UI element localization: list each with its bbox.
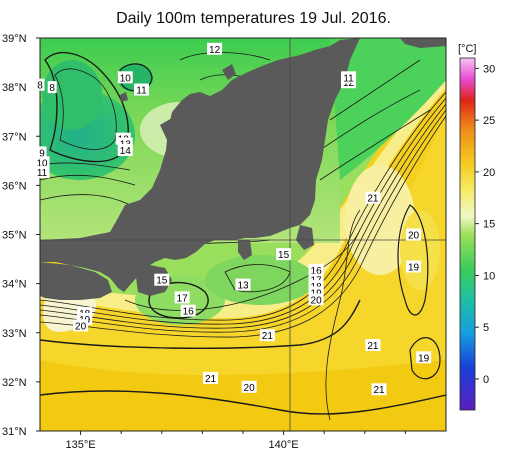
contour-label: 10 [34, 156, 50, 169]
lat-label: 38°N [2, 82, 27, 94]
lat-label: 33°N [2, 328, 27, 340]
contour-label: 21 [259, 329, 275, 342]
contour-label: 21 [365, 191, 381, 205]
svg-text:20: 20 [311, 295, 323, 306]
izu-peninsula [238, 240, 252, 260]
boso-peninsula [296, 225, 314, 250]
svg-text:19: 19 [418, 353, 430, 364]
svg-text:17: 17 [177, 293, 189, 304]
svg-text:19: 19 [408, 262, 420, 273]
graticule [40, 38, 446, 431]
honshu [40, 38, 360, 292]
svg-text:21: 21 [367, 194, 379, 205]
contour-label: 20 [73, 319, 89, 332]
contour-label: 16 [180, 304, 196, 318]
colorbar-tick-label: 15 [483, 219, 495, 231]
contour-label: 8 [47, 81, 57, 94]
hokkaido-tip [400, 38, 446, 48]
svg-text:12: 12 [343, 78, 355, 89]
contour-label: 15 [276, 248, 292, 261]
contour-label: 21 [365, 339, 381, 352]
svg-text:21: 21 [373, 385, 385, 396]
sado-island [222, 64, 236, 80]
contour-label: 20 [308, 293, 324, 306]
lat-label: 32°N [2, 377, 27, 389]
svg-text:11: 11 [136, 86, 147, 97]
svg-text:8: 8 [37, 81, 43, 92]
svg-text:8: 8 [49, 83, 55, 94]
contour-label: 17 [174, 291, 190, 304]
svg-text:10: 10 [120, 73, 132, 84]
svg-text:21: 21 [205, 374, 217, 385]
lat-label: 36°N [2, 180, 27, 192]
colorbar-tick-label: 10 [483, 270, 495, 282]
oki-islands [120, 92, 128, 102]
lat-label: 39°N [2, 33, 27, 45]
colorbar-tick-label: 30 [483, 63, 495, 75]
svg-text:9: 9 [39, 148, 45, 159]
lon-label: 140°E [269, 439, 299, 451]
contour-label: 11 [134, 83, 149, 97]
contour-label: 21 [203, 371, 219, 385]
colorbar-tick-label: 20 [483, 167, 495, 179]
lat-label: 37°N [2, 131, 27, 143]
lat-label: 35°N [2, 230, 27, 242]
colorbar-unit: [°C] [458, 43, 476, 55]
svg-text:20: 20 [75, 321, 87, 332]
svg-text:14: 14 [120, 146, 132, 157]
contour-label: 20 [241, 380, 257, 394]
contour-label: 19 [406, 260, 422, 273]
contour-label: 12 [207, 42, 223, 56]
colorbar-scale [459, 57, 476, 411]
svg-text:11: 11 [37, 168, 48, 179]
colorbar: [°C] 30 25 20 15 10 5 0 [458, 43, 495, 411]
lon-label: 135°E [66, 439, 96, 451]
contour-label: 8 [35, 78, 45, 92]
contour-label: 16 [308, 263, 324, 277]
svg-text:12: 12 [209, 45, 221, 56]
contour-label: 10 [117, 71, 133, 84]
svg-text:20: 20 [244, 383, 256, 394]
noto-peninsula [160, 118, 184, 142]
contour-label: 14 [117, 144, 133, 157]
colorbar-tick-label: 25 [483, 115, 495, 127]
contour-label: 11 [34, 166, 50, 179]
svg-text:15: 15 [156, 276, 168, 287]
longitude-axis: 135°E 140°E [66, 431, 406, 451]
svg-text:10: 10 [36, 158, 48, 169]
contour-label: 11 [341, 71, 357, 84]
svg-text:16: 16 [311, 266, 323, 277]
contour-label: 9 [37, 146, 47, 159]
contour-label: 19 [416, 351, 432, 364]
contour-label: 15 [154, 273, 170, 287]
land-masses [40, 38, 446, 300]
lat-label: 31°N [2, 426, 27, 438]
svg-text:13: 13 [237, 281, 249, 292]
svg-text:21: 21 [367, 341, 379, 352]
svg-text:15: 15 [278, 250, 290, 261]
colorbar-tick-label: 5 [483, 322, 489, 334]
lat-label: 34°N [2, 279, 27, 291]
contour-label: 21 [371, 383, 387, 396]
svg-text:21: 21 [262, 331, 274, 342]
contour-label: 13 [235, 278, 251, 292]
map-title: Daily 100m temperatures 19 Jul. 2016. [116, 10, 391, 27]
svg-text:20: 20 [408, 231, 420, 242]
contour-label: 20 [406, 228, 422, 242]
svg-text:16: 16 [183, 307, 195, 318]
contour-labels: 1212101188121314910111121201915161718192… [34, 42, 432, 396]
kii-peninsula [135, 265, 172, 296]
shikoku [40, 262, 112, 300]
latitude-axis: 39°N 38°N 37°N 36°N 35°N 34°N 33°N 32°N 31°N [2, 33, 40, 438]
colorbar-tick-label: 0 [483, 374, 489, 386]
svg-text:11: 11 [343, 73, 354, 84]
